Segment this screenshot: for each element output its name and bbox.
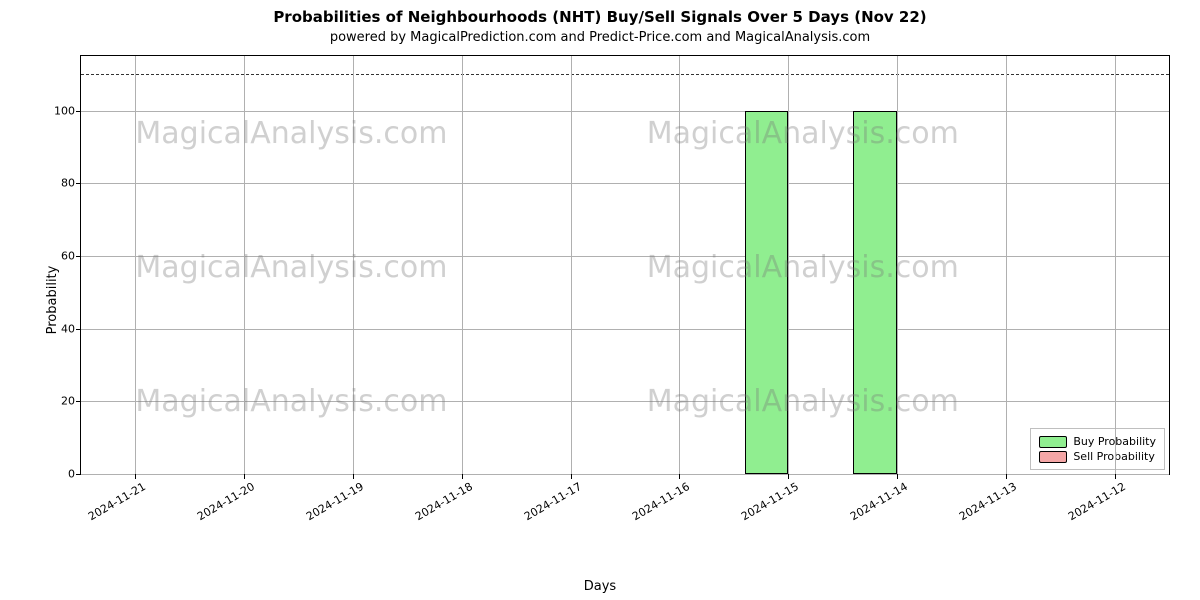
gridline-vertical [897, 56, 898, 474]
xtick-label: 2024-11-15 [739, 480, 801, 523]
legend-swatch [1039, 436, 1067, 448]
xtick [135, 474, 136, 479]
gridline-vertical [788, 56, 789, 474]
xtick-label: 2024-11-13 [957, 480, 1019, 523]
gridline-vertical [135, 56, 136, 474]
ytick [76, 474, 81, 475]
legend: Buy Probability Sell Probability [1030, 428, 1165, 470]
xtick-label: 2024-11-17 [522, 480, 584, 523]
xtick [1115, 474, 1116, 479]
ytick [76, 111, 81, 112]
chart-container: Probabilities of Neighbourhoods (NHT) Bu… [0, 0, 1200, 600]
gridline-vertical [353, 56, 354, 474]
xtick [1006, 474, 1007, 479]
xtick-label: 2024-11-12 [1066, 480, 1128, 523]
gridline-vertical [571, 56, 572, 474]
watermark: MagicalAnalysis.com [647, 116, 959, 151]
gridline-vertical [1006, 56, 1007, 474]
legend-swatch [1039, 451, 1067, 463]
gridline-vertical [1115, 56, 1116, 474]
xtick-label: 2024-11-20 [195, 480, 257, 523]
xtick [788, 474, 789, 479]
xtick [244, 474, 245, 479]
gridline-vertical [462, 56, 463, 474]
xtick-label: 2024-11-18 [413, 480, 475, 523]
xtick [353, 474, 354, 479]
xtick [679, 474, 680, 479]
xtick-label: 2024-11-19 [304, 480, 366, 523]
ytick-label: 20 [35, 395, 75, 408]
bar [853, 111, 897, 474]
ytick-label: 60 [35, 249, 75, 262]
xtick [897, 474, 898, 479]
chart-subtitle: powered by MagicalPrediction.com and Pre… [0, 30, 1200, 45]
ytick [76, 329, 81, 330]
ytick-label: 100 [35, 104, 75, 117]
bar [745, 111, 789, 474]
gridline-vertical [679, 56, 680, 474]
xtick-label: 2024-11-16 [630, 480, 692, 523]
legend-item: Sell Probability [1039, 450, 1156, 463]
ytick [76, 183, 81, 184]
legend-item: Buy Probability [1039, 435, 1156, 448]
gridline-vertical [244, 56, 245, 474]
xtick [462, 474, 463, 479]
y-axis-label: Probability [45, 266, 60, 335]
xtick-label: 2024-11-14 [848, 480, 910, 523]
watermark: MagicalAnalysis.com [135, 116, 447, 151]
ytick-label: 80 [35, 177, 75, 190]
ytick [76, 256, 81, 257]
plot-area: Buy ProbabilitySell Probability 02040608… [80, 55, 1170, 475]
xtick-label: 2024-11-21 [86, 480, 148, 523]
x-axis-label: Days [0, 579, 1200, 594]
ytick [76, 401, 81, 402]
xtick [571, 474, 572, 479]
ytick-label: 0 [35, 468, 75, 481]
chart-title: Probabilities of Neighbourhoods (NHT) Bu… [0, 8, 1200, 26]
